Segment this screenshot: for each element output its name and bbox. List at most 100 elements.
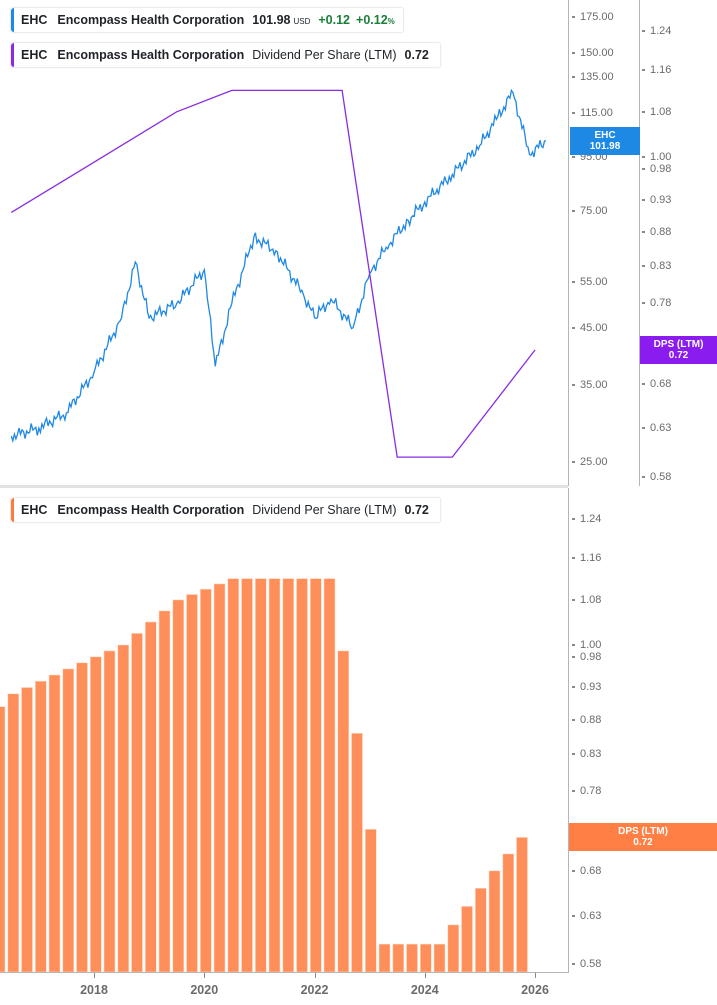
dps-bar[interactable] (378, 943, 391, 973)
dps-bar[interactable] (351, 732, 363, 973)
dps-bar[interactable] (145, 621, 157, 973)
axis-tick-label: 1.08 (571, 593, 602, 606)
legend-dps-value: 0.72 (404, 503, 429, 517)
dps-bar[interactable] (103, 650, 116, 973)
axis-tick-label: 115.00 (572, 107, 613, 120)
axis-tick-label: 0.58 (641, 471, 672, 483)
dps-bar[interactable] (392, 943, 405, 973)
dps-bar[interactable] (172, 599, 185, 973)
legend-price-change-pct: +0.12% (356, 13, 395, 27)
dps-bar[interactable] (0, 706, 6, 973)
axis-tick-label: 45.00 (572, 321, 608, 334)
dps-bar[interactable] (419, 943, 432, 973)
dps-bar[interactable] (461, 906, 473, 973)
time-axis-tick (535, 973, 536, 978)
time-axis-label: 2024 (410, 983, 439, 997)
dps-bar[interactable] (255, 578, 267, 973)
dps-bar-plot[interactable] (0, 0, 568, 1005)
pane-separator[interactable] (0, 485, 568, 488)
dps-bar[interactable] (158, 610, 171, 973)
price-tag-symbol: EHC (594, 130, 616, 141)
legend-metric-name: Dividend Per Share (LTM) (252, 503, 397, 517)
dps-bar[interactable] (433, 943, 446, 973)
axis-tick-label: 0.93 (641, 193, 672, 206)
dps-bar[interactable] (213, 583, 226, 973)
axis-tick-label: 0.98 (571, 650, 602, 663)
price-tag-value: 101.98 (589, 141, 621, 152)
dps-legend-color-stripe (11, 43, 14, 67)
dps-bar[interactable] (62, 668, 75, 973)
dps-bar[interactable] (309, 578, 322, 973)
dps-bar[interactable] (227, 578, 240, 973)
dps-bar[interactable] (200, 588, 212, 973)
price-legend[interactable]: EHC Encompass Health Corporation 101.98 … (10, 7, 404, 33)
dps-bar[interactable] (186, 594, 198, 973)
legend-company-name: Encompass Health Corporation (57, 503, 245, 517)
dps-bar-chart-pane[interactable]: EHC Encompass Health Corporation Dividen… (0, 488, 717, 1005)
axis-tick-label: 55.00 (572, 275, 608, 288)
axis-tick-label: 35.00 (572, 379, 608, 392)
legend-currency: USD (293, 17, 311, 26)
legend-metric-name: Dividend Per Share (LTM) (252, 48, 397, 62)
dps-tag-value: 0.72 (668, 350, 689, 361)
dps-last-value-tag-top: DPS (LTM) 0.72 (640, 336, 717, 364)
dps-bar[interactable] (90, 656, 102, 973)
dps-bar[interactable] (488, 870, 501, 973)
price-and-dps-line-plot[interactable] (0, 0, 568, 486)
axis-tick-label: 0.58 (571, 958, 602, 970)
time-axis-tick (424, 973, 426, 978)
price-legend-color-stripe (11, 8, 14, 32)
dps-bar[interactable] (241, 578, 253, 973)
dps-bar[interactable] (7, 693, 20, 973)
dps-axis-line-top[interactable] (639, 0, 640, 486)
price-chart-pane[interactable]: EHC Encompass Health Corporation 101.98 … (0, 0, 717, 486)
dps-bar[interactable] (282, 578, 295, 973)
dps-bar[interactable] (34, 680, 47, 973)
legend-dps-value: 0.72 (404, 48, 429, 62)
axis-tick-label: 75.00 (572, 205, 608, 217)
time-axis-label: 2022 (300, 983, 329, 997)
legend-symbol: EHC (21, 13, 48, 27)
dps-bar[interactable] (516, 837, 528, 973)
dps-bar[interactable] (323, 578, 336, 973)
dps-legend-top[interactable]: EHC Encompass Health Corporation Dividen… (10, 42, 441, 68)
axis-tick-label: 1.24 (571, 513, 602, 526)
dps-bar[interactable] (296, 578, 308, 973)
time-axis-label: 2018 (80, 983, 108, 997)
axis-tick-label: 0.98 (641, 162, 672, 175)
axis-tick-label: 0.88 (571, 713, 602, 726)
dps-bar[interactable] (406, 943, 418, 973)
dps-bar[interactable] (117, 644, 130, 973)
dps-bar[interactable] (474, 887, 487, 973)
dps-bar[interactable] (337, 650, 350, 973)
dps-axis-line-bottom[interactable] (568, 488, 569, 973)
axis-tick-label: 0.63 (641, 422, 672, 435)
legend-company-name: Encompass Health Corporation (57, 13, 245, 27)
dps-bar[interactable] (48, 674, 61, 973)
time-axis-line[interactable] (0, 972, 568, 973)
dps-line[interactable] (10, 89, 536, 458)
legend-symbol: EHC (21, 503, 48, 517)
dps-bar[interactable] (364, 828, 377, 973)
dps-bar[interactable] (447, 924, 460, 973)
dps-bar-legend-color-stripe (11, 498, 14, 522)
dps-bar[interactable] (268, 578, 281, 973)
axis-tick-label: 0.63 (571, 909, 602, 922)
dps-bar[interactable] (76, 662, 88, 973)
axis-tick-label: 1.24 (641, 24, 672, 37)
price-line[interactable] (10, 88, 547, 444)
axis-tick-label: 0.88 (641, 226, 672, 239)
time-axis-tick (314, 973, 316, 978)
axis-tick-label: 175.00 (572, 11, 614, 24)
dps-last-value-tag-bottom: DPS (LTM) 0.72 (569, 823, 717, 851)
axis-tick-label: 1.16 (571, 552, 602, 565)
price-axis-line[interactable] (568, 0, 569, 486)
legend-company-name: Encompass Health Corporation (57, 48, 245, 62)
time-axis-tick (94, 973, 95, 978)
axis-tick-label: 0.68 (641, 377, 672, 390)
dps-bar[interactable] (131, 633, 143, 973)
dps-legend-bottom[interactable]: EHC Encompass Health Corporation Dividen… (10, 497, 441, 523)
axis-tick-label: 0.78 (571, 784, 602, 797)
dps-bar[interactable] (502, 853, 515, 973)
dps-bar[interactable] (21, 687, 33, 973)
